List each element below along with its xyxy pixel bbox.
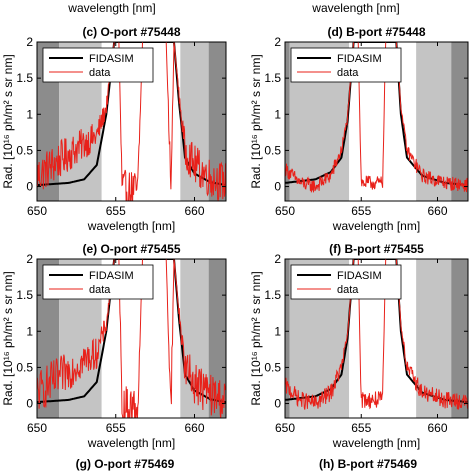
header-left-xlabel: wavelength [nm] (67, 1, 155, 15)
shaded-region-dark (451, 42, 468, 201)
y-tick-label: 2 (274, 252, 281, 266)
x-tick-label: 655 (106, 204, 126, 218)
panels: 650 655 660 0 0.5 1 1.5 2 (c) O-port #75448 wavel… (1, 25, 469, 450)
y-tick-label: 0 (26, 180, 33, 194)
shaded-region-dark (285, 259, 290, 418)
plot-area (37, 42, 226, 201)
y-axis-label: Rad. [10¹⁶ ph/m² s sr nm] (249, 54, 263, 188)
x-axis-label: wavelength [nm] (87, 219, 175, 233)
footer-right-title: (h) B-port #75469 (319, 457, 417, 471)
x-tick-label: 655 (106, 421, 126, 435)
x-axis-label: wavelength [nm] (332, 436, 420, 450)
series-line-data (285, 259, 468, 410)
y-tick-label: 1 (274, 107, 281, 121)
legend-box (42, 47, 154, 83)
plot-area (285, 42, 468, 193)
y-tick-label: 2 (26, 35, 33, 49)
y-axis-label: Rad. [10¹⁶ ph/m² s sr nm] (249, 271, 263, 405)
x-tick-label: 650 (275, 421, 295, 435)
axes-frame (36, 258, 227, 419)
y-tick-label: 0.5 (16, 360, 33, 374)
series-line-data (285, 42, 468, 193)
y-tick-label: 0.5 (264, 360, 281, 374)
series-line-data (37, 42, 226, 201)
y-tick-label: 1.5 (264, 71, 281, 85)
legend-box (290, 264, 402, 300)
y-tick-label: 1 (26, 324, 33, 338)
x-tick-label: 660 (184, 204, 204, 218)
y-tick-label: 2 (274, 35, 281, 49)
legend-label: data (337, 67, 359, 79)
y-tick-label: 0.5 (264, 143, 281, 157)
panel-title: (f) B-port #75455 (329, 242, 424, 256)
x-tick-label: 660 (427, 204, 447, 218)
legend-label: data (337, 284, 359, 296)
legend-label: FIDASIM (337, 53, 382, 65)
y-tick-label: 1 (274, 324, 281, 338)
legend-label: FIDASIM (89, 53, 134, 65)
plot-area (285, 259, 468, 410)
x-tick-label: 650 (27, 204, 47, 218)
y-tick-label: 0.5 (16, 143, 33, 157)
x-tick-label: 660 (184, 421, 204, 435)
legend-label: data (89, 67, 111, 79)
axes-frame (36, 41, 227, 202)
x-tick-label: 655 (351, 421, 371, 435)
shaded-region-dark (451, 259, 468, 418)
x-tick-label: 660 (427, 421, 447, 435)
x-tick-label: 650 (275, 204, 295, 218)
panel-title: (d) B-port #75448 (327, 25, 425, 39)
x-tick-label: 655 (351, 204, 371, 218)
legend-box (42, 264, 154, 300)
y-tick-label: 2 (26, 252, 33, 266)
footer-left-title: (g) O-port #75469 (76, 457, 175, 471)
header-right-xlabel: wavelength [nm] (311, 1, 399, 15)
legend-label: FIDASIM (337, 270, 382, 282)
legend-label: FIDASIM (89, 270, 134, 282)
panel-title: (e) O-port #75455 (82, 242, 180, 256)
panel-f: 650 655 660 0 0.5 1 1.5 2 (f) B-port #75455 wavel… (249, 242, 469, 450)
y-tick-label: 0 (26, 397, 33, 411)
x-tick-label: 650 (27, 421, 47, 435)
y-tick-label: 1 (26, 107, 33, 121)
legend: FIDASIM data (290, 264, 402, 300)
y-tick-label: 0 (274, 180, 281, 194)
axes-frame (284, 41, 469, 202)
y-axis-label: Rad. [10¹⁶ ph/m² s sr nm] (1, 271, 15, 405)
legend-label: data (89, 284, 111, 296)
shaded-region-dark (285, 42, 290, 201)
axes-frame (284, 258, 469, 419)
legend: FIDASIM data (42, 47, 154, 83)
x-axis-label: wavelength [nm] (87, 436, 175, 450)
series-line-data (37, 259, 226, 418)
plot-area (37, 259, 226, 418)
y-axis-label: Rad. [10¹⁶ ph/m² s sr nm] (1, 54, 15, 188)
shaded-region-dark (208, 42, 226, 201)
x-axis-label: wavelength [nm] (332, 219, 420, 233)
panel-d: 650 655 660 0 0.5 1 1.5 2 (d) B-port #75448 wavel… (249, 25, 469, 233)
panel-c: 650 655 660 0 0.5 1 1.5 2 (c) O-port #75448 wavel… (1, 25, 227, 233)
panel-title: (c) O-port #75448 (82, 25, 180, 39)
legend: FIDASIM data (42, 264, 154, 300)
y-tick-label: 1.5 (16, 288, 33, 302)
y-tick-label: 1.5 (264, 288, 281, 302)
panel-e: 650 655 660 0 0.5 1 1.5 2 (e) O-port #75455 wavel… (1, 242, 227, 450)
shaded-region-light (416, 259, 452, 418)
y-tick-label: 0 (274, 397, 281, 411)
legend-box (290, 47, 402, 83)
legend: FIDASIM data (290, 47, 402, 83)
y-tick-label: 1.5 (16, 71, 33, 85)
